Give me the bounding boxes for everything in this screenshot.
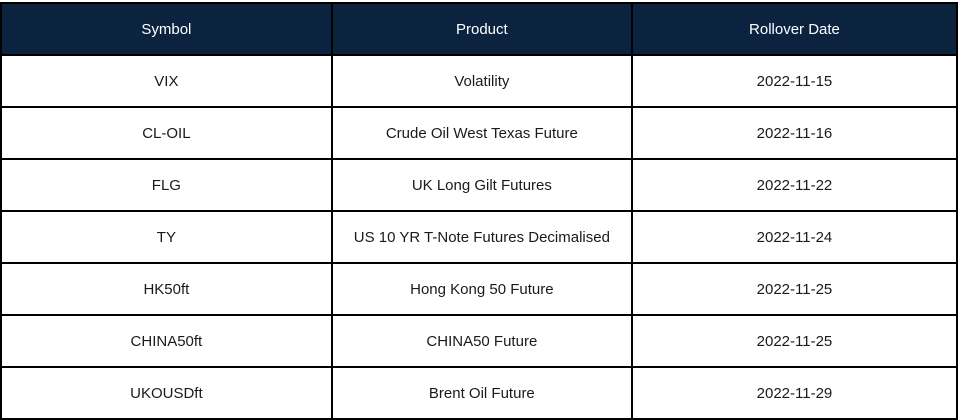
header-row: Symbol Product Rollover Date <box>0 2 958 56</box>
table-row: HK50ft Hong Kong 50 Future 2022-11-25 <box>0 262 958 316</box>
cell-product: Hong Kong 50 Future <box>330 262 633 316</box>
cell-symbol: HK50ft <box>0 262 333 316</box>
cell-symbol: CL-OIL <box>0 106 333 160</box>
column-header-rollover-date: Rollover Date <box>630 2 958 56</box>
cell-product: UK Long Gilt Futures <box>330 158 633 212</box>
cell-symbol: VIX <box>0 54 333 108</box>
cell-product: Crude Oil West Texas Future <box>330 106 633 160</box>
column-header-product: Product <box>330 2 633 56</box>
cell-rollover-date: 2022-11-15 <box>630 54 958 108</box>
cell-symbol: CHINA50ft <box>0 314 333 368</box>
table-row: CL-OIL Crude Oil West Texas Future 2022-… <box>0 106 958 160</box>
cell-product: Brent Oil Future <box>330 366 633 420</box>
cell-symbol: UKOUSDft <box>0 366 333 420</box>
cell-symbol: FLG <box>0 158 333 212</box>
table-row: VIX Volatility 2022-11-15 <box>0 54 958 108</box>
column-header-symbol: Symbol <box>0 2 333 56</box>
cell-rollover-date: 2022-11-25 <box>630 314 958 368</box>
cell-rollover-date: 2022-11-24 <box>630 210 958 264</box>
cell-rollover-date: 2022-11-22 <box>630 158 958 212</box>
cell-product: CHINA50 Future <box>330 314 633 368</box>
table-row: CHINA50ft CHINA50 Future 2022-11-25 <box>0 314 958 368</box>
table-row: FLG UK Long Gilt Futures 2022-11-22 <box>0 158 958 212</box>
table-row: TY US 10 YR T-Note Futures Decimalised 2… <box>0 210 958 264</box>
cell-product: US 10 YR T-Note Futures Decimalised <box>330 210 633 264</box>
cell-symbol: TY <box>0 210 333 264</box>
cell-product: Volatility <box>330 54 633 108</box>
table-row: UKOUSDft Brent Oil Future 2022-11-29 <box>0 366 958 420</box>
cell-rollover-date: 2022-11-29 <box>630 366 958 420</box>
cell-rollover-date: 2022-11-25 <box>630 262 958 316</box>
cell-rollover-date: 2022-11-16 <box>630 106 958 160</box>
